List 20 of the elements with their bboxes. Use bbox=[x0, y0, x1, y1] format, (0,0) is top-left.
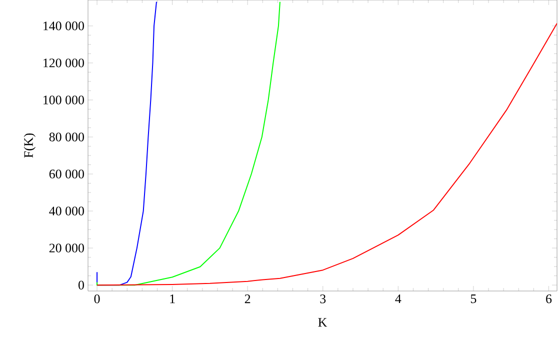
y-tick-label: 100 000 bbox=[44, 96, 84, 104]
y-tick-label: 120 000 bbox=[44, 58, 84, 68]
y-tick-label: 60 000 bbox=[49, 170, 84, 178]
y-tick-label: 80 000 bbox=[49, 132, 84, 142]
y-tick-label: 140 000 bbox=[44, 22, 84, 30]
y-tick-label: 40 000 bbox=[49, 206, 84, 216]
y-axis-title: F(K) bbox=[24, 133, 36, 158]
line-series bbox=[96, 1, 158, 286]
line-series bbox=[96, 1, 280, 286]
x-tick-label: 5 bbox=[470, 294, 476, 304]
x-tick-label: 3 bbox=[320, 294, 326, 304]
line-series bbox=[96, 22, 558, 286]
x-tick-label: 0 bbox=[94, 294, 100, 304]
x-axis-title: K bbox=[318, 318, 328, 327]
x-tick-label: 1 bbox=[170, 294, 175, 304]
x-tick-label: 6 bbox=[546, 294, 552, 304]
y-tick-label: 0 bbox=[78, 280, 84, 290]
x-tick-label: 2 bbox=[244, 294, 250, 304]
y-tick-label: 20 000 bbox=[49, 244, 84, 252]
x-tick-label: 4 bbox=[395, 294, 402, 304]
